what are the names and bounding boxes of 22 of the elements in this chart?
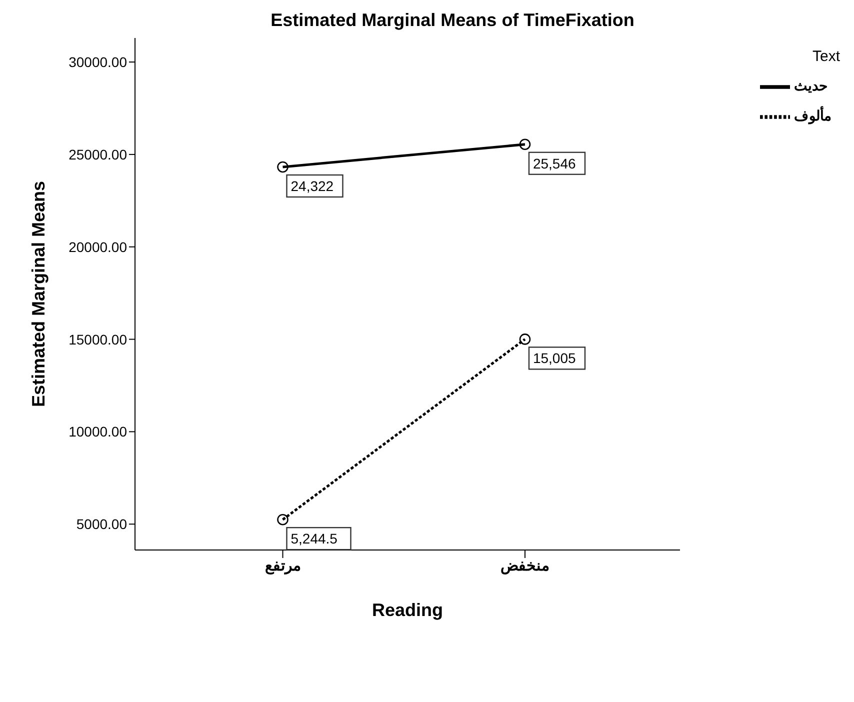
y-tick-label: 15000.00: [68, 331, 128, 348]
x-axis-title: Reading: [372, 600, 444, 620]
x-tick-label: منخفض: [500, 558, 550, 575]
y-tick-label: 30000.00: [68, 54, 128, 70]
data-label: 5,244.5: [290, 530, 338, 547]
data-label: 15,005: [532, 350, 576, 366]
y-tick-label: 25000.00: [68, 146, 128, 162]
x-tick-label: مرتفع: [264, 558, 301, 575]
point: [519, 138, 531, 150]
data-label: 24,322: [290, 178, 334, 194]
legend-label: مألوف: [794, 108, 832, 124]
y-axis-title: Estimated Marginal Means: [28, 180, 48, 408]
data-label: 25,546: [532, 155, 576, 172]
y-tick-label: 20000.00: [68, 238, 128, 255]
y-tick-label: 5000.00: [76, 516, 128, 532]
legend-label: حديث: [794, 78, 828, 94]
legend-title: Text: [812, 48, 840, 65]
point: [277, 161, 288, 173]
point: [277, 514, 288, 526]
y-tick-label: 10000.00: [68, 424, 128, 440]
point: [519, 334, 531, 345]
chart-title: Estimated Marginal Means of TimeFixation: [270, 10, 636, 31]
